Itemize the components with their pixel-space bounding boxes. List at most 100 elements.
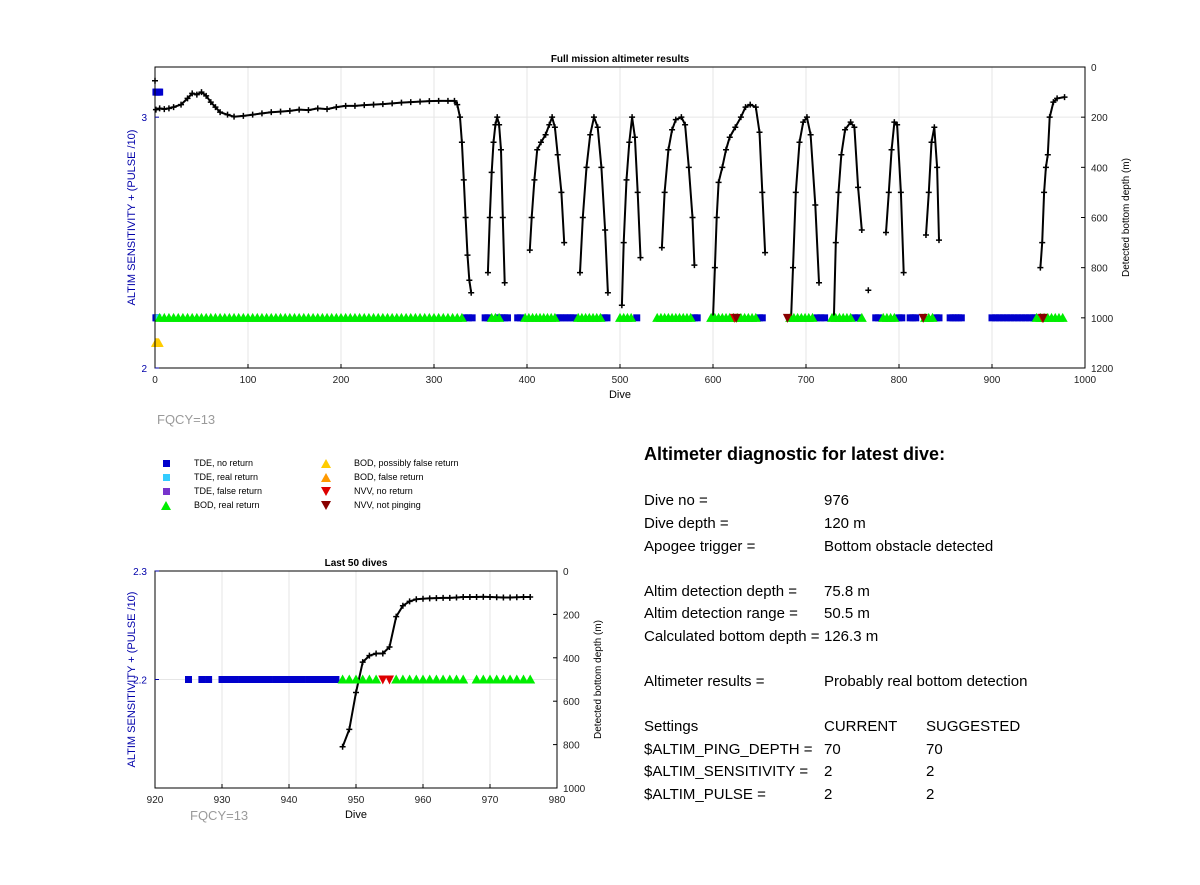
marker-tde-no-return [258, 676, 266, 683]
depth-point [501, 279, 508, 286]
y2-tick-label: 400 [563, 654, 580, 665]
legend-symbol [320, 472, 332, 482]
depth-point [526, 247, 533, 254]
depth-point [178, 101, 185, 108]
depth-line [486, 116, 506, 283]
legend-symbol [160, 486, 172, 496]
depth-point [682, 121, 689, 128]
depth-point [466, 277, 473, 284]
depth-point [807, 131, 814, 138]
legend-item: NVV, not pinging [320, 500, 421, 510]
depth-point [537, 139, 544, 146]
depth-point [386, 643, 393, 650]
marker-tde-no-return [1025, 314, 1033, 322]
depth-point [333, 104, 340, 111]
depth-point [184, 95, 191, 102]
depth-point [719, 164, 726, 171]
diagnostic-title: Altimeter diagnostic for latest dive: [644, 444, 946, 464]
depth-point [713, 214, 720, 221]
marker-bod-possibly-false [153, 337, 164, 347]
x-tick-label: 700 [798, 375, 815, 386]
depth-line [528, 113, 566, 251]
depth-point [631, 134, 638, 141]
marker-bod-real-return [549, 312, 560, 322]
depth-point [551, 124, 558, 131]
marker-bod-real-return [397, 674, 408, 684]
marker-tde-no-return [817, 314, 825, 322]
depth-point [170, 104, 177, 111]
marker-tde-no-return [563, 314, 571, 322]
depth-point [583, 164, 590, 171]
depth-point [490, 139, 497, 146]
dive-no-value: 976 [824, 492, 850, 509]
depth-point [620, 239, 627, 246]
depth-point [847, 119, 854, 126]
marker-tde-no-return [898, 314, 906, 322]
y2-tick-label: 400 [1091, 163, 1108, 174]
depth-point [277, 108, 284, 115]
depth-point [500, 594, 507, 601]
x-tick-label: 980 [549, 795, 566, 806]
depth-point [268, 109, 275, 116]
depth-point [691, 262, 698, 269]
x-tick-label: 900 [984, 375, 1001, 386]
marker-tde-no-return [1007, 314, 1015, 322]
marker-tde-no-return [278, 676, 286, 683]
legend-item: TDE, real return [160, 472, 258, 482]
depth-point [399, 602, 406, 609]
marker-tde-no-return [992, 314, 1000, 322]
marker-bod-real-return [351, 674, 361, 684]
x-tick-label: 0 [152, 375, 158, 386]
legend-item: BOD, real return [160, 500, 260, 510]
legend-label: BOD, possibly false return [354, 458, 459, 468]
depth-point [499, 214, 506, 221]
depth-point [379, 650, 386, 657]
depth-point [590, 114, 597, 121]
legend-item: BOD, false return [320, 472, 424, 482]
depth-point [842, 126, 849, 133]
marker-tde-no-return [850, 314, 858, 322]
depth-point [464, 252, 471, 259]
marker-tde-no-return [957, 314, 965, 322]
marker-tde-no-return [285, 676, 293, 683]
depth-point [520, 594, 527, 601]
det-depth-value: 75.8 m [824, 583, 870, 600]
depth-point [800, 119, 807, 126]
marker-tde-no-return [516, 314, 524, 322]
depth-point [882, 229, 889, 236]
depth-point [598, 164, 605, 171]
depth-point [484, 269, 491, 276]
depth-line [925, 127, 940, 241]
legend-marker-square [162, 487, 170, 495]
depth-point [935, 237, 942, 244]
depth-point [629, 114, 636, 121]
marker-tde-no-return [218, 676, 226, 683]
depth-point [742, 104, 749, 111]
marker-tde-no-return [468, 314, 476, 322]
depth-point [393, 613, 400, 620]
marker-tde-no-return [912, 314, 920, 322]
marker-bod-real-return [371, 674, 382, 684]
legend-marker-square [162, 473, 170, 481]
depth-point [346, 726, 353, 733]
legend-symbol [160, 500, 172, 510]
marker-bod-real-return [685, 312, 696, 322]
marker-tde-no-return [1014, 314, 1022, 322]
depth-point [658, 244, 665, 251]
marker-tde-no-return [205, 676, 213, 683]
depth-point [305, 107, 312, 114]
chart-title: Full mission altimeter results [551, 54, 690, 65]
legend-item: BOD, possibly false return [320, 458, 459, 468]
x-tick-label: 200 [333, 375, 350, 386]
marker-bod-real-return [525, 674, 536, 684]
depth-point [193, 91, 200, 98]
y-tick-label: 2 [141, 364, 147, 375]
depth-point [466, 594, 473, 601]
legend-label: NVV, not pinging [354, 500, 421, 510]
depth-point [460, 176, 467, 183]
marker-tde-no-return [252, 676, 259, 683]
legend-marker-triangle-up [161, 500, 171, 510]
depth-point [534, 146, 541, 153]
x-axis-label: Dive [609, 389, 631, 401]
depth-point [792, 189, 799, 196]
